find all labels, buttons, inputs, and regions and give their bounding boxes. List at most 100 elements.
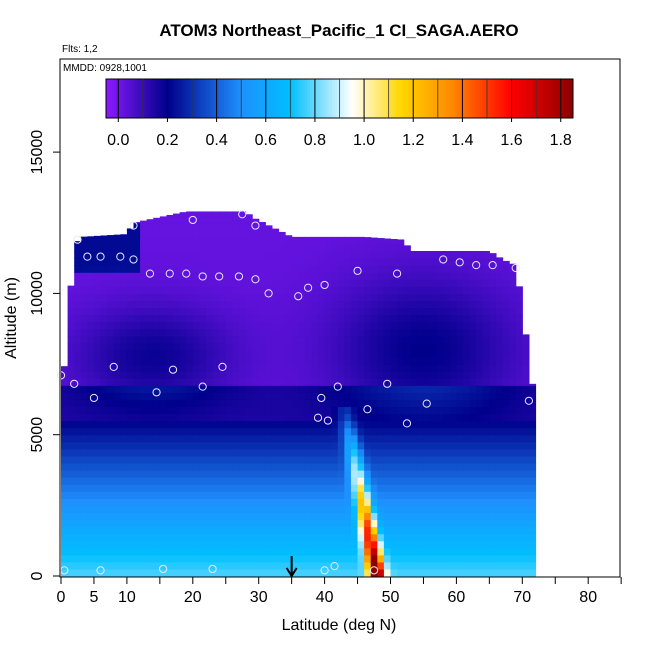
heatmap-cell <box>482 392 490 400</box>
heatmap-cell <box>430 300 438 309</box>
heatmap-cell <box>390 335 398 344</box>
heatmap-cell <box>173 533 181 542</box>
heatmap-cell <box>232 342 240 351</box>
heatmap-cell <box>74 498 82 506</box>
heatmap-cell <box>304 441 313 450</box>
heatmap-cell <box>245 385 253 393</box>
heatmap-cell <box>462 349 471 358</box>
heatmap-cell <box>146 554 154 563</box>
heatmap-cell <box>173 293 181 302</box>
heatmap-cell <box>495 293 504 302</box>
heatmap-cell <box>469 413 477 422</box>
heatmap-cell <box>186 286 194 294</box>
heatmap-cell <box>304 420 313 429</box>
heatmap-cell <box>291 314 299 323</box>
heatmap-cell <box>291 462 299 471</box>
heatmap-cell <box>173 356 181 365</box>
heatmap-cell <box>238 293 247 302</box>
heatmap-cell <box>173 462 181 471</box>
heatmap-cell <box>212 484 220 492</box>
heatmap-cell <box>515 441 523 450</box>
heatmap-cell <box>93 470 102 478</box>
colorbar-swatch <box>179 79 183 118</box>
heatmap-cell <box>192 526 200 535</box>
heatmap-cell <box>113 243 121 252</box>
heatmap-cell <box>357 462 365 471</box>
heatmap-cell <box>140 293 148 302</box>
heatmap-cell <box>331 512 339 521</box>
heatmap-cell <box>80 399 88 408</box>
heatmap-cell <box>528 420 537 429</box>
heatmap-cell <box>140 243 148 252</box>
observation-point <box>238 210 247 219</box>
heatmap-cell <box>285 293 293 302</box>
marker-head <box>285 567 298 578</box>
heatmap-cell <box>80 321 88 330</box>
heatmap-cell <box>364 307 372 316</box>
heatmap-cell <box>113 547 121 556</box>
heatmap-cell <box>449 258 457 266</box>
heatmap-cell <box>469 568 477 577</box>
colorbar-swatch <box>418 79 422 118</box>
heatmap-cell <box>311 441 319 450</box>
heatmap-cell <box>291 265 299 273</box>
heatmap-cell <box>285 519 293 528</box>
heatmap-cell <box>238 413 247 422</box>
heatmap-cell <box>212 222 220 231</box>
colorbar-swatch <box>302 79 306 118</box>
heatmap-cell <box>107 314 115 323</box>
heatmap-cell <box>87 462 95 471</box>
heatmap-cell <box>146 462 154 471</box>
heatmap-cell <box>311 491 319 499</box>
heatmap-cell <box>383 434 392 443</box>
heatmap-cell <box>126 491 135 499</box>
heatmap-cell <box>100 554 108 563</box>
y-tick-label: 10000 <box>29 271 46 316</box>
heatmap-cell <box>232 279 240 287</box>
heatmap-cell <box>120 371 128 379</box>
heatmap-cell <box>186 561 194 570</box>
heatmap-cell <box>232 413 240 422</box>
heatmap-cell <box>344 286 352 294</box>
heatmap-cell <box>199 215 207 224</box>
heatmap-cell <box>397 512 405 521</box>
heatmap-cell <box>291 371 299 379</box>
heatmap-cell <box>245 512 253 521</box>
heatmap-cell <box>350 399 359 408</box>
heatmap-cell <box>462 533 471 542</box>
heatmap-cell <box>278 526 286 535</box>
heatmap-cell <box>186 462 194 471</box>
observation-point <box>168 365 178 374</box>
heatmap-cell <box>271 505 280 514</box>
heatmap-cell <box>166 328 174 337</box>
heatmap-cell <box>265 406 273 415</box>
heatmap-cell <box>285 392 293 400</box>
heatmap-cell <box>80 554 88 563</box>
heatmap-cell <box>120 258 128 266</box>
heatmap-cell <box>173 328 181 337</box>
colorbar-swatch <box>128 79 132 118</box>
heatmap-cell <box>238 568 247 577</box>
heatmap-cell <box>436 378 444 386</box>
heatmap-cell <box>232 540 240 549</box>
heatmap-cell <box>232 286 240 294</box>
heatmap-cell <box>436 491 444 499</box>
colorbar-swatch <box>310 79 313 118</box>
heatmap-cell <box>100 477 108 485</box>
heatmap-cell <box>120 512 128 521</box>
heatmap-cell <box>515 392 523 400</box>
heatmap-cell <box>350 286 359 294</box>
heatmap-cell <box>199 505 207 514</box>
heatmap-cell <box>285 335 293 344</box>
heatmap-cell <box>186 349 194 358</box>
heatmap-cell <box>153 265 161 273</box>
colorbar-swatch <box>425 79 429 118</box>
heatmap-cell <box>186 251 194 259</box>
heatmap-cell <box>205 470 214 478</box>
heatmap-cell <box>403 420 411 429</box>
heatmap-cell <box>370 371 378 379</box>
observation-point <box>524 396 533 405</box>
heatmap-cell <box>199 300 207 309</box>
heatmap-cell <box>166 448 174 457</box>
heatmap-cell <box>436 364 444 372</box>
